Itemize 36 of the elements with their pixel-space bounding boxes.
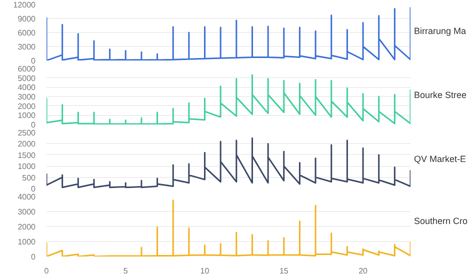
y-tick-label: 2000 (18, 102, 36, 111)
series-label: Southern Cro (414, 216, 468, 227)
x-tick-label: 15 (279, 266, 289, 276)
y-tick-label: 2000 (18, 222, 36, 232)
y-tick-label: 3000 (18, 208, 36, 216)
y-tick-label: 6000 (18, 28, 36, 38)
y-tick-label: 6000 (18, 64, 36, 74)
series-label: QV Market-E (414, 154, 466, 165)
x-tick-label: 0 (44, 266, 50, 276)
y-tick-label: 9000 (18, 14, 36, 24)
y-tick-label: 12000 (13, 0, 36, 10)
y-tick-label: 1000 (18, 111, 36, 120)
y-tick-label: 0 (31, 184, 36, 194)
y-tick-label: 1500 (18, 150, 36, 160)
y-tick-label: 4000 (18, 83, 36, 92)
line-series (46, 7, 410, 60)
y-tick-label: 0 (31, 252, 36, 262)
x-tick-label: 5 (123, 266, 128, 276)
y-tick-label: 0 (31, 120, 36, 130)
y-tick-label: 4000 (18, 192, 36, 202)
series-label: Bourke Stree (414, 90, 467, 101)
y-tick-label: 1000 (18, 238, 36, 246)
y-tick-label: 3000 (18, 42, 36, 52)
line-series (46, 74, 410, 124)
y-tick-label: 2500 (18, 128, 36, 138)
y-tick-label: 0 (31, 56, 36, 66)
line-series (46, 200, 410, 256)
x-tick-label: 10 (200, 266, 210, 276)
y-tick-label: 5000 (18, 74, 36, 83)
y-tick-label: 500 (22, 173, 36, 182)
series-label: Birrarung Ma (414, 26, 466, 37)
y-tick-label: 2000 (18, 140, 36, 149)
line-series (46, 137, 410, 188)
y-tick-label: 1000 (18, 162, 36, 172)
y-tick-label: 3000 (18, 92, 36, 102)
x-tick-label: 20 (358, 266, 368, 276)
